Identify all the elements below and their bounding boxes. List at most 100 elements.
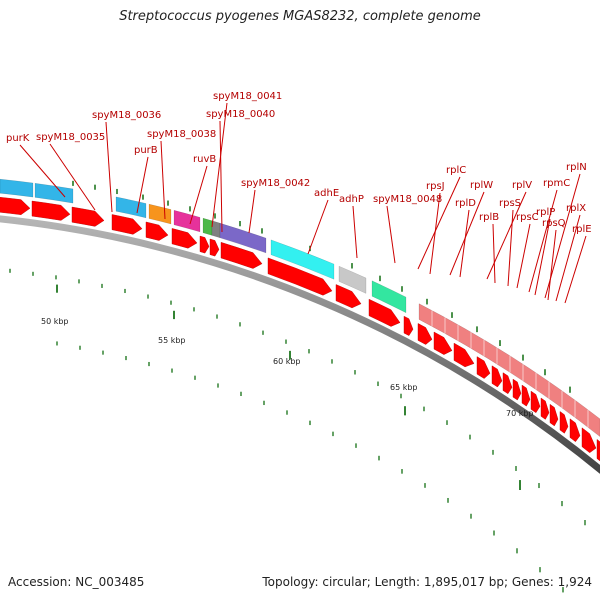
cds-arrow [476,356,491,379]
cds-arrow [31,200,71,221]
cds-track [0,197,600,462]
scale-label: 65 kbp [390,383,418,392]
gene-label: rpmC [543,178,570,189]
feature-bar [34,183,74,204]
feature-bar [338,265,367,294]
gene-labels: purK spyM18_0035 spyM18_0036 purB spyM18_003… [6,91,592,235]
leader-line [49,143,96,211]
leader-line [429,192,441,275]
gene-label: spyM18_0038 [147,129,216,140]
feature-bar [219,222,267,254]
feature-bar [270,239,335,280]
leader-line [19,144,66,198]
leader-line [211,102,228,228]
cds-arrow [220,242,263,269]
gene-label: spyM18_0041 [213,91,282,102]
scale-label: 70 kbp [506,409,534,418]
leader-line [564,235,587,304]
feature-bar [115,196,147,219]
leader-line [449,191,485,276]
map-title: Streptococcus pyogenes MGAS8232, complet… [119,9,481,24]
gene-label: spyM18_0048 [373,194,442,205]
gene-label: purK [6,133,30,144]
feature-bar [148,203,172,225]
leader-line [219,120,223,233]
scale-labels: 50 kbp 55 kbp 60 kbp 65 kbp 70 kbp [41,317,534,418]
gene-label: rplD [455,198,476,209]
label-leaders [19,102,587,304]
gene-label: rplB [479,212,499,223]
leader-line [486,191,527,280]
cds-arrow [368,298,401,327]
cds-arrow [491,365,503,388]
cds-arrow [581,427,597,453]
cds-arrow [145,221,169,241]
tick-marks [9,180,586,593]
gene-label: rplN [566,162,587,173]
leader-line [417,176,461,270]
cds-arrow [540,397,550,420]
genome-summary: Topology: circular; Length: 1,895,017 bp… [262,575,592,589]
cds-arrow [209,238,220,257]
cds-arrow [335,284,362,309]
cds-arrow [267,257,333,296]
leader-line [492,223,496,284]
cds-arrow [433,331,453,355]
scale-label: 55 kbp [158,336,186,345]
cds-arrow [549,403,559,427]
leader-line [459,209,470,278]
cds-arrow [502,372,513,395]
gene-label: spyM18_0040 [206,109,275,120]
gene-label: spyM18_0042 [241,178,310,189]
cds-arrow [71,206,105,227]
feature-bar [202,217,213,236]
cds-arrow [559,411,569,434]
gene-label: ruvB [193,154,216,165]
gene-label: rplW [470,180,493,191]
feature-bar [418,303,600,437]
gene-label: purB [134,145,158,156]
leader-line [136,156,149,214]
cds-arrow [417,323,433,345]
leader-line [248,189,256,234]
cds-arrow [512,378,522,401]
cds-arrow [453,342,475,368]
gene-label: rplX [566,203,586,214]
leader-line [516,223,531,289]
feature-bar [371,280,407,314]
gene-label: rpsC [516,212,539,223]
gene-label: spyM18_0036 [92,110,161,121]
cds-arrow [199,235,210,254]
cds-arrow [171,228,198,249]
gene-label: spyM18_0035 [36,132,105,143]
gene-label: rpsS [499,198,521,209]
gene-label: rplE [572,224,592,235]
leader-line [189,165,208,225]
leader-line [555,214,581,302]
cds-arrow [596,438,600,462]
leader-line [352,205,358,259]
cds-arrow [530,390,541,414]
leader-line [386,205,396,264]
gene-label: rpsJ [426,181,445,192]
cds-arrow [569,418,581,442]
feature-bar [173,210,201,233]
scale-label: 50 kbp [41,317,69,326]
gene-label: rplV [512,180,532,191]
gene-label: adhE [314,188,339,199]
leader-line [534,218,551,296]
gene-label: adhP [339,194,364,205]
cds-arrow [0,197,31,215]
scale-label: 60 kbp [273,357,301,366]
feature-bars [0,178,600,437]
accession-text: Accession: NC_003485 [8,575,145,589]
cds-arrow [521,384,531,407]
gene-label: rpsQ [542,218,566,229]
leader-line [160,140,166,220]
leader-line [307,199,329,255]
leader-line [105,121,113,213]
cds-arrow [403,315,414,336]
feature-bar [0,178,34,198]
leader-line [528,189,558,293]
